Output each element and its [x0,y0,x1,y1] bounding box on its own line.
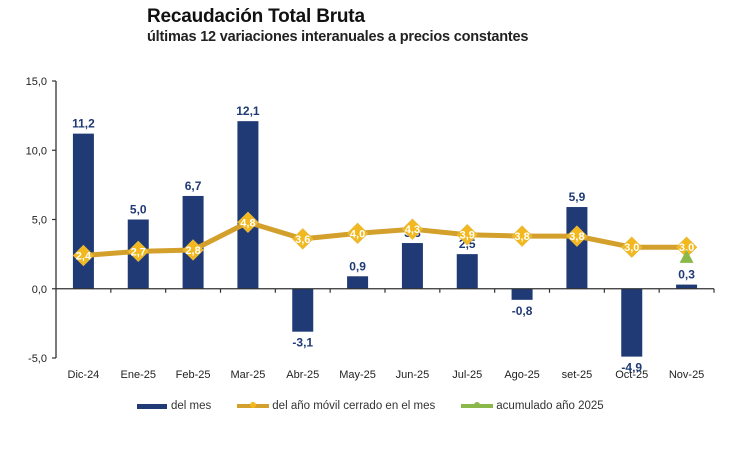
legend-label: acumulado año 2025 [496,400,604,412]
bar [401,243,423,289]
line-marker [72,244,95,267]
legend-item-del-mes: del mes [137,400,211,412]
line-data-label: 3,0 [624,242,639,254]
legend-label: del mes [171,400,212,412]
bar [72,133,94,289]
line-marker [292,228,314,250]
line-data-label: 3,0 [679,242,694,254]
line-data-label: 3,6 [295,234,310,246]
x-tick-label: Dic-24 [68,369,100,381]
y-tick-label: 0,0 [32,284,47,296]
line-marker [401,218,424,240]
legend-label: del año móvil cerrado en el mes [272,400,436,412]
line-marker [182,239,204,261]
y-tick-label: 5,0 [32,215,47,227]
line-data-label: 2,8 [185,245,200,257]
bar-data-label: 5,9 [569,190,586,204]
bar-data-label: 5,0 [130,203,147,217]
bar-data-label: 0,9 [349,259,366,273]
line-marker [511,225,533,247]
x-tick-label: Oct-25 [615,369,648,381]
bar [347,276,369,289]
line-marker [621,236,643,258]
bar-data-label: -0,8 [512,304,533,318]
line-data-label: 3,9 [460,230,475,242]
line-marker [346,222,369,245]
line-data-label: 3,8 [569,231,584,243]
bar-data-label: 6,7 [185,179,202,193]
legend-swatch-bar [137,403,167,409]
bar [456,254,478,289]
chart-title: Recaudación Total Bruta [147,6,365,27]
accumulated-marker [679,249,694,263]
line-data-label: 4,0 [350,228,365,240]
x-tick-label: Jul-25 [452,369,482,381]
bar [237,121,259,289]
x-tick-label: Nov-25 [669,369,704,381]
line-data-label: 3,8 [514,231,529,243]
line-marker [456,224,478,246]
legend-item-acumulado: acumulado año 2025 [461,400,604,412]
legend-swatch-line [461,402,494,408]
line-marker [237,211,259,233]
line-data-label: 2,7 [131,246,146,258]
legend: del mes del año móvil cerrado en el mes … [137,400,630,412]
bar [676,284,698,289]
y-tick-label: 15,0 [26,76,47,88]
x-tick-label: Abr-25 [286,369,319,381]
bar [621,288,643,357]
bar-data-label: 12,1 [236,104,260,118]
line-marker [566,225,588,247]
x-tick-label: Feb-25 [176,369,211,381]
y-tick-label: -5,0 [28,353,47,365]
bar [292,288,314,332]
x-tick-label: May-25 [339,369,376,381]
line-series-anio-movil [83,219,687,259]
bar-data-label: 0,3 [678,268,695,282]
line-data-label: 4,8 [240,217,255,229]
bar-data-label: -3,1 [292,336,313,350]
legend-item-anio-movil: del año móvil cerrado en el mes [237,400,435,412]
x-tick-label: Mar-25 [230,369,265,381]
x-tick-label: set-25 [562,369,593,381]
legend-swatch-line [237,402,270,408]
line-data-label: 4,3 [405,224,420,236]
x-tick-label: Jun-25 [396,369,430,381]
x-tick-label: Ene-25 [121,369,156,381]
bar [511,288,533,300]
line-data-label: 2,4 [76,251,92,263]
bar-data-label: -4,9 [621,361,642,375]
chart-subtitle: últimas 12 variaciones interanuales a pr… [147,29,529,45]
line-marker [127,240,149,263]
y-tick-label: 10,0 [26,145,47,157]
bar-data-label: 11,2 [72,117,95,131]
x-tick-label: Ago-25 [504,369,539,381]
bar [566,207,588,289]
